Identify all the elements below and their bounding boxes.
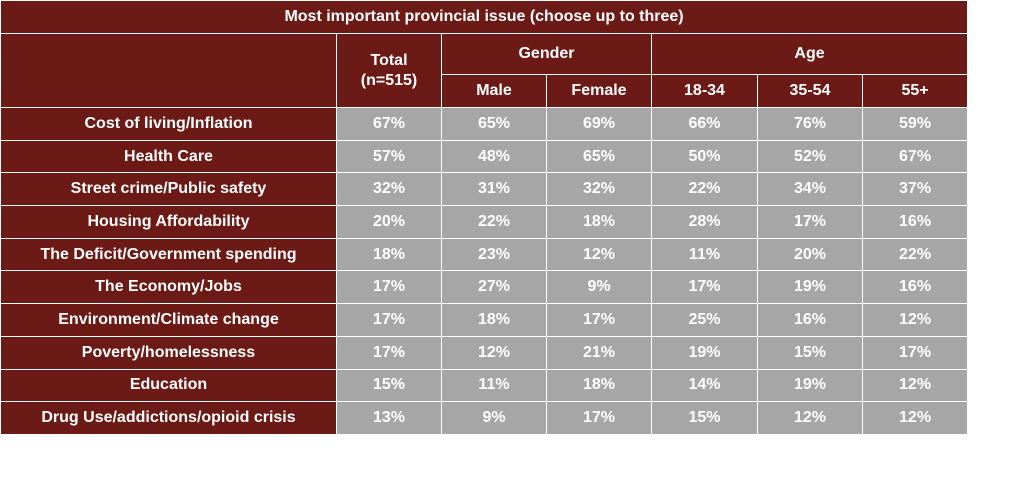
results-table: Most important provincial issue (choose … <box>0 0 969 435</box>
cell-35-54: 19% <box>757 270 863 305</box>
table-row: Drug Use/addictions/opioid crisis 13% 9% 17… <box>0 401 969 435</box>
cell-35-54: 12% <box>757 401 863 435</box>
cell-total: 18% <box>336 237 442 272</box>
cell-female: 12% <box>546 237 652 272</box>
cell-female: 65% <box>546 139 652 174</box>
cell-18-34: 17% <box>651 270 758 305</box>
row-label: Street crime/Public safety <box>0 172 337 207</box>
row-label-header <box>0 33 337 108</box>
total-column-header: Total (n=515) <box>336 33 442 108</box>
row-label: The Economy/Jobs <box>0 270 337 305</box>
table-row: The Deficit/Government spending 18% 23% 12%… <box>0 237 969 272</box>
age-group-header: Age <box>650 33 969 75</box>
cell-18-34: 22% <box>651 172 758 207</box>
cell-female: 18% <box>546 368 652 403</box>
cell-35-54: 34% <box>757 172 863 207</box>
table-row: Cost of living/Inflation 67% 65% 69% 66% 76% 5… <box>0 107 969 141</box>
total-sample-size: (n=515) <box>360 71 418 89</box>
cell-female: 32% <box>546 172 652 207</box>
table-row: Environment/Climate change 17% 18% 17% 25% 16… <box>0 303 969 337</box>
cell-18-34: 14% <box>651 368 758 403</box>
cell-male: 12% <box>441 335 547 370</box>
cell-18-34: 66% <box>651 107 758 141</box>
cell-35-54: 17% <box>757 205 863 239</box>
row-label: Housing Affordability <box>0 205 337 239</box>
cell-55-plus: 59% <box>861 107 969 141</box>
column-header-18-34: 18-34 <box>651 74 758 108</box>
row-label: Poverty/homelessness <box>0 335 337 370</box>
cell-35-54: 19% <box>757 368 863 403</box>
row-label: The Deficit/Government spending <box>0 237 337 272</box>
row-label: Education <box>0 368 337 403</box>
table-row: Poverty/homelessness 17% 12% 21% 19% 15% 17% <box>0 335 969 370</box>
row-label: Drug Use/addictions/opioid crisis <box>0 401 337 435</box>
table-row: Street crime/Public safety 32% 31% 32% 22% 34… <box>0 172 969 207</box>
row-label: Cost of living/Inflation <box>0 107 337 141</box>
cell-18-34: 19% <box>651 335 758 370</box>
cell-total: 17% <box>336 335 442 370</box>
cell-55-plus: 22% <box>861 237 969 272</box>
cell-male: 23% <box>441 237 547 272</box>
cell-female: 69% <box>546 107 652 141</box>
cell-55-plus: 12% <box>861 401 969 435</box>
cell-female: 21% <box>546 335 652 370</box>
cell-male: 22% <box>441 205 547 239</box>
cell-18-34: 25% <box>651 303 758 337</box>
cell-55-plus: 37% <box>861 172 969 207</box>
cell-female: 17% <box>546 303 652 337</box>
cell-male: 27% <box>441 270 547 305</box>
cell-55-plus: 17% <box>861 335 969 370</box>
cell-55-plus: 12% <box>861 303 969 337</box>
cell-55-plus: 67% <box>861 139 969 174</box>
column-header-55-plus: 55+ <box>861 74 969 108</box>
cell-35-54: 52% <box>757 139 863 174</box>
cell-male: 65% <box>441 107 547 141</box>
cell-total: 13% <box>336 401 442 435</box>
column-header-35-54: 35-54 <box>757 74 863 108</box>
total-label: Total <box>370 51 408 69</box>
row-label: Health Care <box>0 139 337 174</box>
cell-18-34: 28% <box>651 205 758 239</box>
cell-55-plus: 12% <box>861 368 969 403</box>
table-row: Health Care 57% 48% 65% 50% 52% 67% <box>0 139 969 174</box>
cell-male: 48% <box>441 139 547 174</box>
cell-female: 18% <box>546 205 652 239</box>
cell-total: 57% <box>336 139 442 174</box>
column-header-male: Male <box>441 74 547 108</box>
cell-female: 17% <box>546 401 652 435</box>
cell-18-34: 50% <box>651 139 758 174</box>
table-title: Most important provincial issue (choose … <box>0 0 969 34</box>
cell-female: 9% <box>546 270 652 305</box>
cell-18-34: 11% <box>651 237 758 272</box>
cell-total: 17% <box>336 303 442 337</box>
cell-55-plus: 16% <box>861 205 969 239</box>
cell-total: 20% <box>336 205 442 239</box>
cell-total: 67% <box>336 107 442 141</box>
cell-male: 11% <box>441 368 547 403</box>
cell-35-54: 15% <box>757 335 863 370</box>
table-row: Education 15% 11% 18% 14% 19% 12% <box>0 368 969 403</box>
cell-35-54: 20% <box>757 237 863 272</box>
row-label: Environment/Climate change <box>0 303 337 337</box>
cell-18-34: 15% <box>651 401 758 435</box>
cell-total: 32% <box>336 172 442 207</box>
cell-total: 17% <box>336 270 442 305</box>
cell-35-54: 76% <box>757 107 863 141</box>
cell-male: 31% <box>441 172 547 207</box>
column-header-female: Female <box>546 74 652 108</box>
cell-male: 9% <box>441 401 547 435</box>
cell-35-54: 16% <box>757 303 863 337</box>
table-row: Housing Affordability 20% 22% 18% 28% 17% 16% <box>0 205 969 239</box>
table-row: The Economy/Jobs 17% 27% 9% 17% 19% 16% <box>0 270 969 305</box>
cell-male: 18% <box>441 303 547 337</box>
cell-total: 15% <box>336 368 442 403</box>
gender-group-header: Gender <box>441 33 652 75</box>
cell-55-plus: 16% <box>861 270 969 305</box>
